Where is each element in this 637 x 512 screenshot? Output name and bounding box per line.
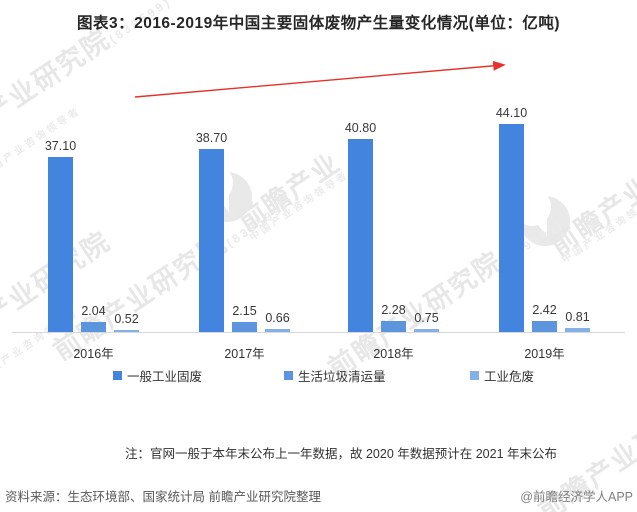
bar-value-label: 37.10: [44, 138, 77, 153]
bar-生活垃圾清运量: [381, 321, 406, 332]
footnote: 注：官网一般于本年末公布上一年数据，故 2020 年数据预计在 2021 年末公…: [125, 447, 558, 461]
bar-生活垃圾清运量: [81, 322, 106, 332]
x-axis-label: 2016年: [73, 347, 114, 361]
bar-value-label: 2.15: [232, 303, 257, 318]
legend-label: 工业危废: [484, 370, 535, 384]
x-axis-label: 2018年: [373, 347, 414, 361]
x-axis-label: 2017年: [224, 347, 265, 361]
bar-工业危废: [565, 328, 590, 332]
bar-column: 40.80: [344, 121, 377, 332]
bar-工业危废: [414, 328, 439, 332]
chart-title: 图表3：2016-2019年中国主要固体废物产生量变化情况(单位：亿吨): [76, 15, 561, 32]
bar-group-2018年: 40.80 2.28 0.75: [344, 121, 439, 332]
bar-一般工业固废: [348, 139, 373, 332]
bar-value-label: 2.04: [81, 304, 106, 319]
bar-column: 0.75: [414, 310, 439, 332]
bar-group-2016年: 37.10 2.04 0.52: [44, 138, 139, 332]
bar-column: 2.28: [381, 303, 406, 332]
bar-column: 0.81: [565, 310, 590, 332]
bar-column: 0.52: [114, 311, 139, 332]
bar-value-label: 0.81: [565, 310, 590, 325]
x-axis-label: 2019年: [524, 347, 565, 361]
bar-一般工业固废: [499, 123, 524, 332]
legend-label: 一般工业固废: [127, 370, 203, 384]
legend-marker-icon: [470, 371, 479, 380]
bar-column: 2.04: [81, 304, 106, 332]
bar-工业危废: [265, 328, 290, 332]
legend-item-一般工业固废: 一般工业固废: [113, 366, 202, 385]
bar-column: 0.66: [265, 311, 290, 332]
legend-item-工业危废: 工业危废: [470, 366, 534, 385]
bar-value-label: 0.52: [114, 311, 139, 326]
bar-column: 2.15: [232, 304, 257, 332]
bar-value-label: 44.10: [495, 105, 528, 120]
source-text: 资料来源：生态环境部、国家统计局 前瞻产业研究院整理: [5, 490, 321, 504]
x-axis-line: [12, 332, 625, 333]
legend-marker-icon: [113, 371, 122, 380]
bar-group-2017年: 38.70 2.15 0.66: [195, 131, 290, 332]
bar-生活垃圾清运量: [232, 321, 257, 332]
bar-value-label: 38.70: [195, 131, 228, 146]
bar-column: 38.70: [195, 131, 228, 332]
bar-column: 44.10: [495, 105, 528, 332]
bar-value-label: 2.28: [381, 303, 406, 318]
plot-area: 37.10 2.04 0.52 38.70 2.15 0.66 40.80 2.28 0.75 4…: [0, 95, 637, 333]
bar-生活垃圾清运量: [532, 320, 557, 332]
bar-一般工业固废: [48, 156, 73, 332]
bar-一般工业固废: [199, 149, 224, 332]
bar-column: 37.10: [44, 138, 77, 332]
legend-item-生活垃圾清运量: 生活垃圾清运量: [284, 366, 386, 385]
bar-value-label: 0.66: [265, 310, 290, 325]
bar-value-label: 0.75: [414, 310, 439, 325]
bar-group-2019年: 44.10 2.42 0.81: [495, 105, 590, 332]
legend-label: 生活垃圾清运量: [298, 370, 386, 384]
bar-value-label: 2.42: [532, 302, 557, 317]
bar-value-label: 40.80: [344, 121, 377, 136]
credit-text: @前瞻经济学人APP: [520, 490, 633, 504]
bar-column: 2.42: [532, 303, 557, 332]
legend-marker-icon: [284, 371, 293, 380]
bar-工业危废: [114, 329, 139, 332]
